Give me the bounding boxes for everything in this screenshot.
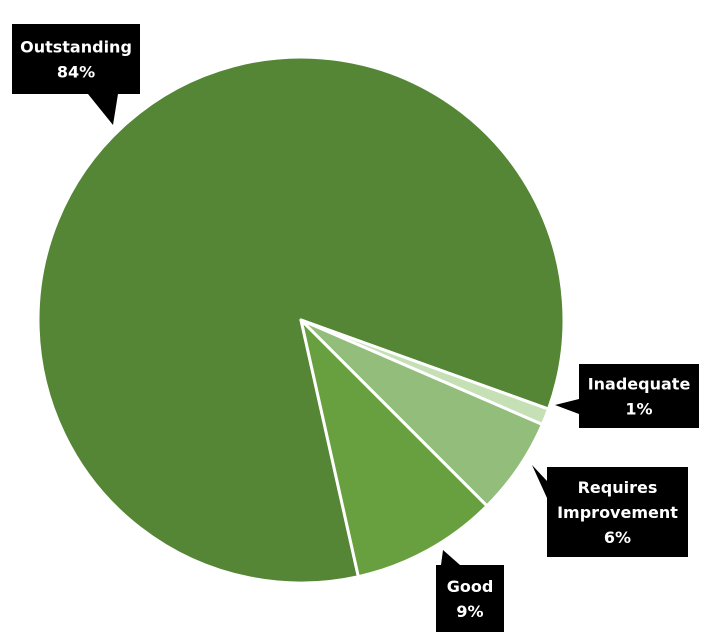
callout-pointer bbox=[441, 550, 460, 565]
callout-inadequate: Inadequate 1% bbox=[555, 364, 699, 428]
data-label-name: Requires bbox=[578, 478, 658, 497]
callout-box bbox=[579, 364, 699, 428]
callout-good: Good 9% bbox=[436, 550, 504, 632]
data-label-name: Improvement bbox=[557, 503, 678, 522]
data-label-name: Good bbox=[447, 577, 494, 596]
pie-slices bbox=[36, 55, 566, 585]
data-label-callouts: Outstanding 84% Inadequate 1% Requires Improv… bbox=[12, 24, 699, 632]
callout-pointer bbox=[88, 94, 118, 125]
data-label-value: 6% bbox=[604, 528, 631, 547]
callout-pointer bbox=[555, 399, 579, 414]
callout-box bbox=[436, 565, 504, 632]
callout-requires-improvement: Requires Improvement 6% bbox=[532, 465, 688, 557]
data-label-value: 1% bbox=[625, 400, 652, 419]
callout-box bbox=[12, 24, 140, 94]
callout-pointer bbox=[532, 465, 547, 498]
data-label-name: Outstanding bbox=[20, 38, 132, 57]
callout-box bbox=[547, 467, 688, 557]
data-label-value: 84% bbox=[57, 63, 95, 82]
data-label-value: 9% bbox=[456, 602, 483, 621]
data-label-name: Inadequate bbox=[588, 375, 691, 394]
pie-slice-good bbox=[299, 318, 489, 579]
callout-outstanding: Outstanding 84% bbox=[12, 24, 140, 125]
